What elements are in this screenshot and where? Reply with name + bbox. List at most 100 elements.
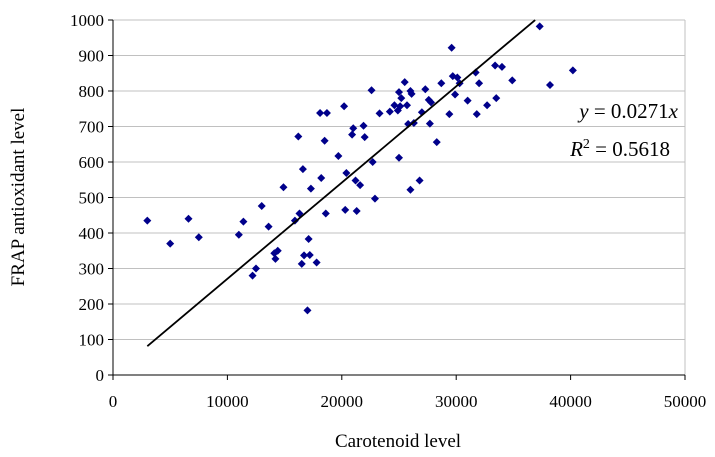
- x-tick-label: 0: [109, 392, 118, 411]
- data-point: [304, 235, 313, 244]
- data-point: [463, 96, 472, 105]
- y-tick-label: 500: [79, 189, 105, 208]
- data-point: [305, 251, 314, 260]
- data-point: [298, 165, 307, 174]
- data-point: [252, 264, 260, 273]
- data-point: [472, 110, 481, 119]
- equation-y-var: y: [577, 99, 589, 123]
- data-point: [239, 217, 248, 226]
- data-point: [248, 271, 257, 280]
- data-point: [395, 153, 403, 162]
- y-axis-title: FRAP antioxidant level: [8, 108, 29, 287]
- y-tick-label: 800: [79, 82, 105, 101]
- data-point: [375, 109, 384, 118]
- data-point: [334, 151, 343, 160]
- data-point: [340, 102, 349, 111]
- data-point: [367, 86, 376, 95]
- y-tick-label: 300: [79, 260, 105, 279]
- x-tick-label: 30000: [435, 392, 478, 411]
- data-point: [407, 89, 416, 98]
- data-point: [437, 79, 446, 88]
- data-point: [234, 230, 243, 239]
- data-point: [271, 254, 280, 263]
- data-point: [415, 176, 424, 185]
- y-tick-label: 1000: [70, 11, 104, 30]
- y-tick-label: 900: [79, 47, 105, 66]
- data-point: [475, 79, 484, 88]
- data-point: [349, 124, 358, 133]
- data-point: [432, 138, 441, 147]
- r2-r: R: [569, 137, 583, 161]
- data-point: [359, 121, 368, 130]
- data-point: [403, 101, 412, 110]
- data-point: [166, 239, 175, 248]
- data-point: [264, 222, 273, 231]
- y-tick-label: 600: [79, 153, 105, 172]
- data-point: [368, 158, 377, 166]
- data-point: [427, 98, 436, 107]
- regression-equation: y = 0.0271x: [577, 99, 678, 123]
- data-point: [546, 80, 555, 89]
- data-point: [385, 107, 394, 116]
- data-point: [321, 209, 330, 218]
- data-point: [395, 88, 403, 97]
- x-tick-label: 50000: [664, 392, 707, 411]
- r-squared-annotation: R2 = 0.5618: [569, 137, 670, 161]
- data-point: [396, 102, 405, 111]
- data-point: [483, 101, 492, 110]
- data-point: [356, 181, 365, 190]
- y-axis-ticks: 0 100 200 300 400 500 600 700 800 900 1000: [70, 11, 113, 385]
- data-point: [425, 119, 434, 128]
- data-point: [492, 94, 501, 103]
- data-point: [273, 246, 282, 255]
- data-point: [351, 176, 360, 185]
- data-point: [303, 306, 312, 315]
- r2-eq: = 0.5618: [590, 137, 670, 161]
- data-point: [406, 185, 415, 194]
- y-tick-label: 400: [79, 224, 105, 243]
- data-point: [294, 132, 303, 141]
- data-point: [257, 202, 266, 211]
- data-point: [342, 169, 351, 178]
- data-point: [352, 206, 361, 215]
- data-point: [306, 184, 315, 193]
- data-point: [320, 136, 329, 145]
- data-point: [568, 66, 577, 75]
- data-point: [508, 76, 517, 85]
- y-tick-label: 100: [79, 331, 105, 350]
- data-point: [497, 62, 506, 71]
- data-point: [360, 133, 369, 142]
- x-axis-ticks: 0 10000 20000 30000 40000 50000: [109, 375, 707, 411]
- data-point: [143, 216, 152, 225]
- x-tick-label: 40000: [549, 392, 592, 411]
- data-point: [491, 61, 500, 70]
- data-point: [447, 43, 456, 52]
- data-point: [322, 109, 331, 118]
- data-point: [421, 85, 430, 94]
- trendline-group: [146, 19, 536, 347]
- data-point: [348, 130, 357, 139]
- data-point: [279, 183, 288, 192]
- equation-x-var: x: [668, 99, 679, 123]
- data-point: [451, 90, 460, 99]
- y-tick-label: 200: [79, 295, 105, 314]
- trendline: [146, 19, 536, 347]
- y-tick-label: 0: [96, 366, 105, 385]
- x-tick-label: 20000: [321, 392, 364, 411]
- x-axis-title: Carotenoid level: [335, 431, 461, 452]
- data-point: [400, 78, 409, 87]
- data-point: [370, 194, 379, 203]
- data-point: [194, 233, 203, 242]
- data-point: [300, 251, 309, 260]
- x-tick-label: 10000: [206, 392, 249, 411]
- data-point: [312, 258, 321, 267]
- data-points: [143, 22, 577, 315]
- r2-sup: 2: [583, 137, 590, 152]
- data-point: [341, 205, 350, 214]
- data-point: [184, 214, 193, 223]
- data-point: [390, 101, 399, 110]
- data-point: [317, 173, 326, 182]
- data-point: [535, 22, 544, 31]
